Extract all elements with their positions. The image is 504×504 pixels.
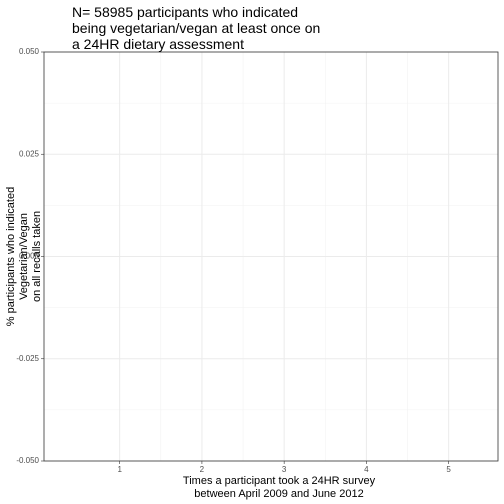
y-tick-label: 0.050 — [19, 47, 40, 56]
x-axis-label: Times a participant took a 24HR survey — [183, 475, 376, 487]
y-axis-label: % participants who indicated — [5, 187, 17, 326]
y-axis-label-group: % participants who indicated Vegetarian/V… — [5, 187, 43, 326]
y-axis-label: Vegetarian/Vegan — [18, 213, 30, 300]
x-tick-label: 1 — [117, 465, 122, 474]
x-axis-label: between April 2009 and June 2012 — [194, 488, 363, 500]
chart-title: a 24HR dietary assessment — [72, 36, 244, 52]
chart-title: N= 58985 participants who indicated — [72, 4, 298, 20]
y-tick-label: -0.025 — [16, 354, 39, 363]
chart-title: being vegetarian/vegan at least once on — [72, 20, 320, 36]
y-tick-label: 0.000 — [19, 252, 40, 261]
x-tick-label: 3 — [282, 465, 287, 474]
x-tick-label: 2 — [200, 465, 205, 474]
y-axis-label: on all recalls taken — [31, 211, 43, 302]
y-tick-label: 0.025 — [19, 149, 40, 158]
panel-border — [43, 51, 499, 462]
x-tick-label: 5 — [446, 465, 451, 474]
x-tick-label: 4 — [364, 465, 369, 474]
y-tick-label: -0.050 — [16, 456, 39, 465]
